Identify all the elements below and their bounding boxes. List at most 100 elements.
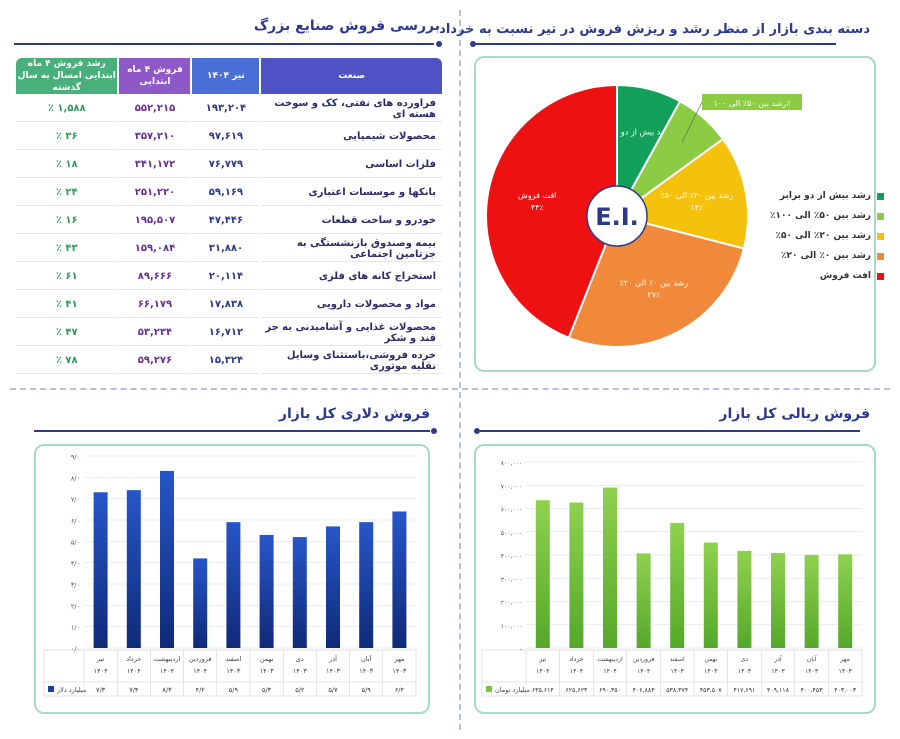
data-table-frame (43, 649, 417, 697)
bar (737, 550, 752, 648)
bar (636, 553, 651, 648)
growth-percent: ۲۴ ٪ (16, 180, 118, 206)
series-legend-swatch (486, 686, 492, 692)
x-tick-label-year: ۱۴۰۳ (260, 667, 274, 675)
pie-title-dot (470, 41, 476, 47)
x-tick-label-year: ۱۴۰۴ (637, 668, 650, 675)
data-value-label: ۵/۹ (362, 686, 372, 694)
x-tick-label-year: ۱۴۰۳ (738, 668, 752, 675)
growth-percent: ۴۱ ٪ (16, 292, 118, 318)
x-tick-label-year: ۱۴۰۳ (326, 667, 340, 675)
four-month-sales: ۳۴۱,۱۷۲ (119, 152, 191, 178)
x-tick-label-year: ۱۴۰۴ (160, 667, 174, 675)
data-value-label: ۷/۴ (129, 686, 139, 694)
growth-percent: ۱۶ ٪ (16, 208, 118, 234)
x-tick-label: مهر (393, 655, 404, 663)
legend-item: رشد بیش از دو برابر (770, 186, 884, 206)
table-header-row: صنعت تیر ۱۴۰۴ فروش ۴ ماه ابتدایی رشد فرو… (16, 58, 442, 94)
bar (569, 502, 584, 648)
bar (126, 490, 141, 648)
industry-name: محصولات شیمیایی (261, 124, 442, 150)
legend-swatch (876, 212, 884, 220)
x-tick-label: دی (296, 655, 304, 663)
bar (226, 522, 241, 648)
industry-name: مواد و محصولات دارویی (261, 292, 442, 318)
tir-sales: ۱۷,۸۳۸ (192, 292, 260, 318)
tir-sales: ۲۰,۱۱۴ (192, 264, 260, 290)
y-tick-label: ۶/۰ (71, 517, 80, 525)
industry-name: محصولات غذایی و آشامیدنی به جز قند و شکر (261, 320, 442, 346)
x-tick-label: بهمن (704, 656, 717, 663)
data-value-label: ۵/۲ (295, 686, 305, 694)
pie-slice (567, 214, 746, 348)
legend-label: افت فروش (819, 271, 871, 281)
y-tick-label: ۷۰۰,۰۰۰ (501, 483, 522, 490)
x-tick-label-year: ۱۴۰۳ (359, 667, 373, 675)
four-month-sales: ۲۵۱,۲۲۰ (119, 180, 191, 206)
x-tick-label: فروردین (189, 655, 212, 663)
bar (359, 522, 374, 648)
table-row: استخراج کانه های فلزی ۲۰,۱۱۴ ۸۹,۶۶۶ ۶۱ ٪ (16, 264, 442, 290)
x-tick-label: اسفند (225, 655, 241, 663)
y-tick-label: ۵۰۰,۰۰۰ (501, 530, 522, 537)
four-month-sales: ۵۹,۲۷۶ (119, 348, 191, 374)
table-row: محصولات شیمیایی ۹۷,۶۱۹ ۳۵۷,۲۱۰ ۳۶ ٪ (16, 124, 442, 150)
growth-percent: ۳۶ ٪ (16, 124, 118, 150)
bar (160, 470, 174, 648)
x-tick-label-year: ۱۴۰۴ (536, 668, 549, 675)
pie-title: دسته بندی بازار از منظر رشد و ریزش فروش … (439, 22, 870, 37)
x-tick-label-year: ۱۴۰۴ (570, 668, 583, 675)
dollar-title-dot (431, 428, 437, 434)
four-month-sales: ۵۳,۲۳۴ (119, 320, 191, 346)
y-tick-label: ۵/۰ (71, 538, 80, 546)
x-tick-label: آذر (328, 654, 338, 663)
bar (804, 554, 819, 648)
x-tick-label-year: ۱۴۰۴ (193, 667, 207, 675)
tir-sales: ۱۵,۳۲۴ (192, 348, 260, 374)
four-month-sales: ۸۹,۶۶۶ (119, 264, 191, 290)
horizontal-divider (10, 388, 890, 390)
y-tick-label: ۲۰۰,۰۰۰ (501, 600, 522, 607)
pie-callout-box (702, 94, 802, 110)
pie-slice-percent: ۴۴٪ (531, 203, 544, 212)
table-row: بیمه وصندوق بازنشستگی به جزتامین اجتماعی… (16, 236, 442, 262)
x-tick-label: اسفند (670, 656, 685, 663)
four-month-sales: ۳۵۷,۲۱۰ (119, 124, 191, 150)
bar (771, 552, 785, 648)
legend-label: رشد بیش از دو برابر (779, 191, 871, 201)
pie-callout-line (681, 101, 703, 143)
series-legend-label: میلیارد دلار (56, 686, 86, 694)
industry-name: استخراج کانه های فلزی (261, 264, 442, 290)
pie-legend: رشد بیش از دو برابر رشد بین ۵۰٪ الی ۱۰۰٪ ر… (770, 186, 884, 286)
tir-sales: ۹۷,۶۱۹ (192, 124, 260, 150)
y-tick-label: ۹/۰ (71, 453, 80, 461)
pie-title-underline (476, 43, 836, 45)
data-value-label: ۷/۳ (96, 686, 106, 694)
x-tick-label-year: ۱۴۰۳ (704, 668, 718, 675)
bar (670, 522, 685, 648)
pie-slice-label: رشد بیش از دو برابر (602, 127, 672, 136)
growth-percent: ۶۱ ٪ (16, 264, 118, 290)
pie-slice-label: افت فروش (518, 191, 556, 200)
rial-title: فروش ریالی کل بازار (719, 406, 870, 422)
industries-title-underline (14, 43, 434, 45)
bar (535, 500, 550, 648)
data-value-label: ۶۹۰,۳۵۰ (599, 687, 621, 694)
four-month-sales: ۵۵۲,۲۱۵ (119, 96, 191, 122)
pie-center-logo: E.I. (595, 203, 639, 231)
data-value-label: ۶۲۵,۶۲۳ (565, 687, 588, 694)
bar (703, 542, 718, 648)
y-tick-label: ۳/۰ (71, 581, 80, 589)
tir-sales: ۴۷,۴۴۶ (192, 208, 260, 234)
industry-name: خرده فروشی،باستثنای وسایل نقلیه موتوری (261, 348, 442, 374)
data-value-label: ۴۰۰,۴۵۳ (801, 687, 824, 694)
data-value-label: ۵/۳ (262, 686, 272, 694)
y-tick-label: ۳۰۰,۰۰۰ (501, 576, 522, 583)
data-value-label: ۴/۲ (196, 686, 206, 694)
dollar-title: فروش دلاری کل بازار (278, 406, 430, 422)
pie-slice-percent: ۱۴٪ (690, 203, 703, 212)
bar (93, 492, 108, 648)
growth-percent: ۴۳ ٪ (16, 236, 118, 262)
data-value-label: ۵/۹ (229, 686, 239, 694)
x-tick-label: بهمن (260, 655, 274, 663)
